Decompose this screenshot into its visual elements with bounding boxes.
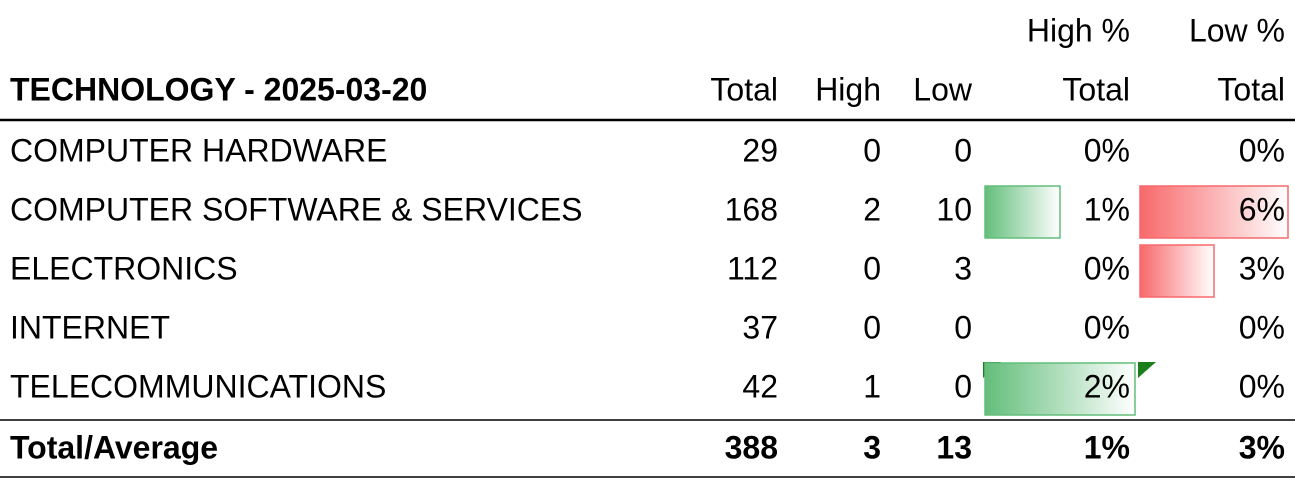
table-title: TECHNOLOGY - 2025-03-20 — [10, 71, 427, 107]
cell: 3 — [954, 250, 972, 286]
cell: 29 — [742, 132, 778, 168]
cell: 0% — [1084, 309, 1130, 345]
column-header: Total — [1062, 71, 1130, 107]
cell: 3% — [1239, 250, 1285, 286]
cell: 2 — [863, 191, 881, 227]
cell: 168 — [725, 191, 778, 227]
row-label: TELECOMMUNICATIONS — [10, 368, 386, 404]
cell: 0% — [1084, 250, 1130, 286]
column-header: Total — [710, 71, 778, 107]
cell: 2% — [1084, 368, 1130, 404]
row-label: Total/Average — [10, 429, 218, 465]
data-bar — [984, 362, 1136, 416]
row-label: INTERNET — [10, 309, 170, 345]
cell: 1% — [1084, 191, 1130, 227]
note-marker — [1138, 362, 1156, 378]
row-label: ELECTRONICS — [10, 250, 238, 286]
column-header: Low — [913, 71, 973, 107]
data-bar — [984, 185, 1061, 239]
cell: 42 — [742, 368, 778, 404]
cell: 0 — [863, 132, 881, 168]
cell: 6% — [1239, 191, 1285, 227]
column-header: High % — [1027, 12, 1130, 48]
column-header: High — [815, 71, 881, 107]
cell: 10 — [936, 191, 972, 227]
data-bar — [1139, 244, 1215, 298]
cell: 0% — [1239, 132, 1285, 168]
cell: 0 — [954, 309, 972, 345]
cell: 0 — [863, 250, 881, 286]
cell: 3 — [863, 429, 881, 465]
cell: 0% — [1239, 309, 1285, 345]
cell: 0 — [954, 132, 972, 168]
data-bar — [1139, 185, 1289, 239]
cell: 388 — [725, 429, 778, 465]
column-header: Total — [1217, 71, 1285, 107]
cell: 0 — [863, 309, 881, 345]
cell: 37 — [742, 309, 778, 345]
cell: 112 — [727, 250, 778, 286]
cell: 0% — [1239, 368, 1285, 404]
row-label: COMPUTER SOFTWARE & SERVICES — [10, 191, 583, 227]
cell: 1 — [863, 368, 881, 404]
cell: 0 — [954, 368, 972, 404]
column-header: Low % — [1189, 12, 1285, 48]
cell: 1% — [1084, 429, 1130, 465]
row-label: COMPUTER HARDWARE — [10, 132, 387, 168]
cell: 0% — [1084, 132, 1130, 168]
cell: 13 — [936, 429, 972, 465]
cell: 3% — [1239, 429, 1285, 465]
